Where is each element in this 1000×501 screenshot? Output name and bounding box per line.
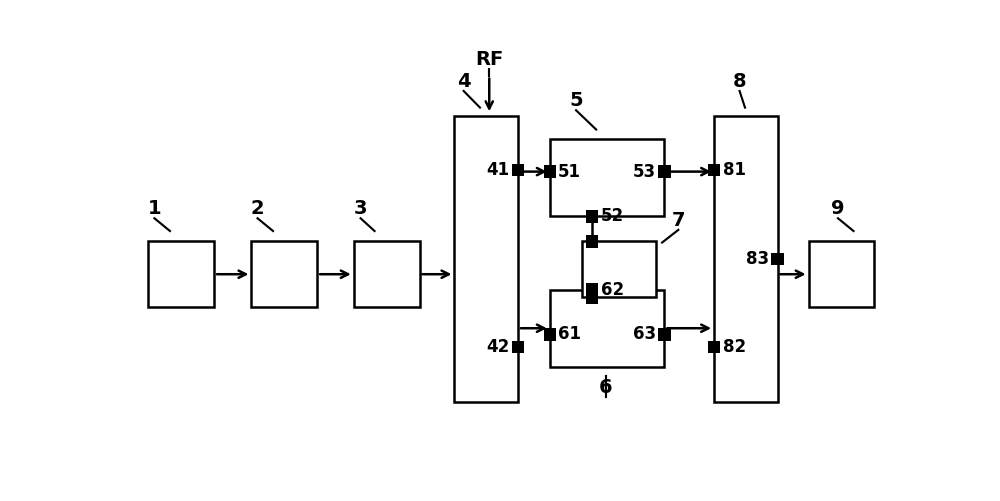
Bar xyxy=(354,241,420,307)
Bar xyxy=(714,116,778,401)
Text: 53: 53 xyxy=(633,163,656,180)
Text: 41: 41 xyxy=(486,161,509,179)
Text: 2: 2 xyxy=(251,199,264,218)
Text: 4: 4 xyxy=(457,72,470,91)
Bar xyxy=(708,164,720,176)
Text: 9: 9 xyxy=(831,199,845,218)
Text: 81: 81 xyxy=(723,161,746,179)
Bar xyxy=(544,165,556,178)
Bar xyxy=(809,241,874,307)
Bar xyxy=(251,241,317,307)
Text: 1: 1 xyxy=(148,199,161,218)
Bar xyxy=(771,253,784,265)
Text: 62: 62 xyxy=(601,281,624,299)
Bar xyxy=(550,139,664,216)
Text: 7: 7 xyxy=(672,211,685,230)
Bar xyxy=(550,290,664,367)
Text: 6: 6 xyxy=(599,378,612,396)
Bar xyxy=(586,210,598,222)
Text: 82: 82 xyxy=(723,338,746,356)
Text: 83: 83 xyxy=(746,250,769,268)
Text: 52: 52 xyxy=(601,207,624,225)
Bar xyxy=(454,116,518,401)
Bar xyxy=(586,284,598,296)
Bar xyxy=(658,165,671,178)
Text: 3: 3 xyxy=(354,199,367,218)
Text: 61: 61 xyxy=(558,326,581,343)
Text: RF: RF xyxy=(475,50,503,69)
Bar xyxy=(544,328,556,341)
Bar xyxy=(582,241,656,298)
Text: 42: 42 xyxy=(486,338,509,356)
Text: 63: 63 xyxy=(633,326,656,343)
Bar xyxy=(586,291,598,304)
Bar xyxy=(512,164,524,176)
Text: 5: 5 xyxy=(569,91,583,110)
Bar xyxy=(586,235,598,247)
Bar xyxy=(512,341,524,354)
Bar xyxy=(708,341,720,354)
Text: 51: 51 xyxy=(558,163,581,180)
Bar xyxy=(148,241,214,307)
Bar xyxy=(658,328,671,341)
Text: 8: 8 xyxy=(733,72,746,91)
